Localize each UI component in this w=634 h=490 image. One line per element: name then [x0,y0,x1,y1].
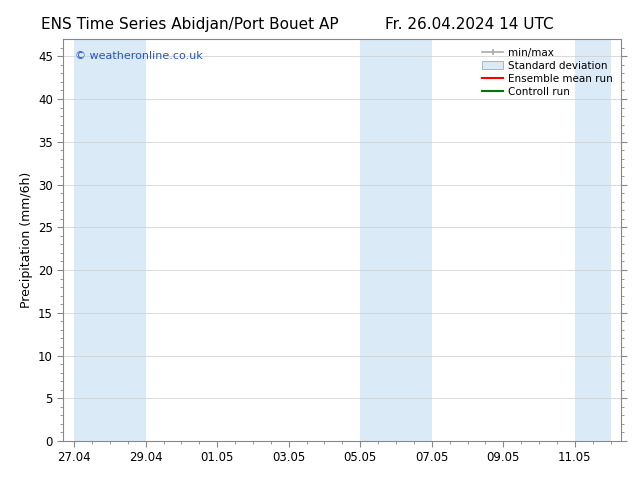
Bar [575,39,611,441]
Text: ENS Time Series Abidjan/Port Bouet AP: ENS Time Series Abidjan/Port Bouet AP [41,17,339,32]
Bar [110,39,146,441]
Y-axis label: Precipitation (mm/6h): Precipitation (mm/6h) [20,172,32,308]
Bar [396,39,432,441]
Bar [74,39,110,441]
Bar [360,39,396,441]
Text: Fr. 26.04.2024 14 UTC: Fr. 26.04.2024 14 UTC [385,17,553,32]
Legend: min/max, Standard deviation, Ensemble mean run, Controll run: min/max, Standard deviation, Ensemble me… [479,45,616,100]
Text: © weatheronline.co.uk: © weatheronline.co.uk [75,51,202,61]
